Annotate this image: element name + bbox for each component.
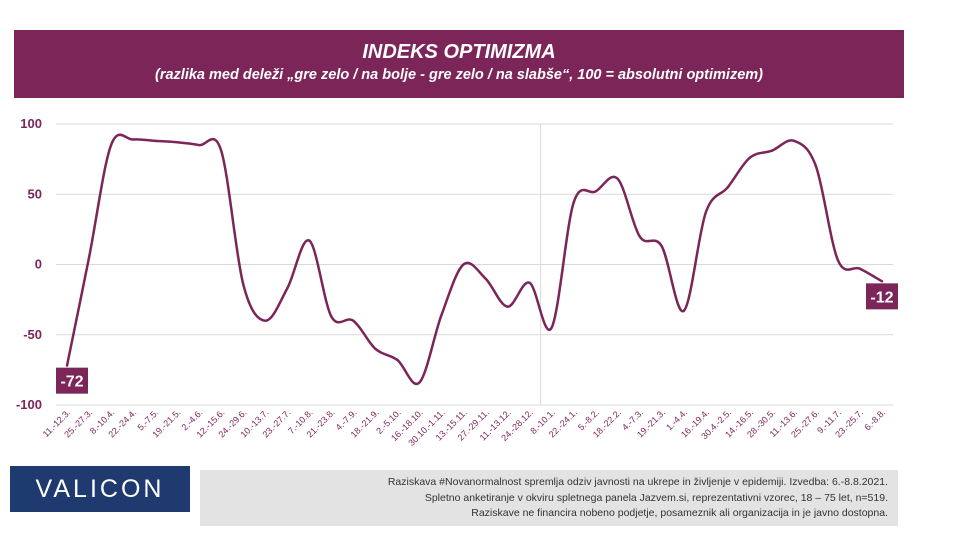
y-tick-label: 0 [35,257,42,272]
footer-note-line: Raziskave ne financira nobeno podjetje, … [471,507,888,519]
data-point [286,287,289,290]
x-tick-label: 6.-8.8. [862,407,887,432]
data-label-box [865,283,898,310]
data-point [396,358,399,362]
data-point [418,381,421,384]
data-point [638,235,641,238]
data-point [87,256,91,259]
data-point [616,177,619,180]
data-point [836,259,840,262]
y-tick-label: 100 [20,116,42,131]
title-banner: INDEKS OPTIMIZMA (razlika med deleži „gr… [14,30,904,98]
data-point [65,364,69,367]
data-point [440,313,443,317]
data-point [814,164,818,168]
data-point [682,309,685,313]
data-label-box [56,367,88,394]
data-point [352,319,355,322]
data-point [242,282,245,286]
data-point [726,186,730,189]
data-point [131,138,135,141]
data-point [792,139,796,143]
data-point [219,149,223,152]
data-point [462,263,465,266]
footer-note-line: Raziskava #Novanormalnost spremlja odziv… [387,476,888,488]
chart-title: INDEKS OPTIMIZMA [362,41,556,63]
data-point [528,281,531,284]
data-point [572,201,575,204]
valicon-logo: VALICON [10,466,190,512]
data-point [506,305,509,308]
data-point [153,139,157,143]
footer-note: Raziskava #Novanormalnost spremlja odziv… [200,470,898,526]
data-point [264,319,267,322]
data-point [748,156,752,159]
data-point [197,143,201,147]
data-point [704,211,707,214]
y-tick-label: 50 [28,186,42,201]
y-tick-label: -50 [23,327,42,342]
data-point [484,277,487,280]
chart-subtitle: (razlika med deleži „gre zelo / na bolje… [155,67,763,83]
data-point [109,143,113,147]
series-line [65,133,883,386]
data-point [175,141,179,144]
data-point [594,190,597,193]
y-tick-label: -100 [16,397,42,412]
data-point [374,347,377,350]
data-point [858,267,862,270]
data-point [330,315,333,318]
data-point [880,280,884,283]
data-label: -12 [870,289,893,306]
data-point [770,149,774,152]
data-label: -72 [60,374,83,391]
data-point [550,326,553,329]
footer-note-line: Spletno anketiranje v okviru spletnega p… [424,491,888,504]
data-point [308,239,311,242]
data-point [660,245,663,248]
